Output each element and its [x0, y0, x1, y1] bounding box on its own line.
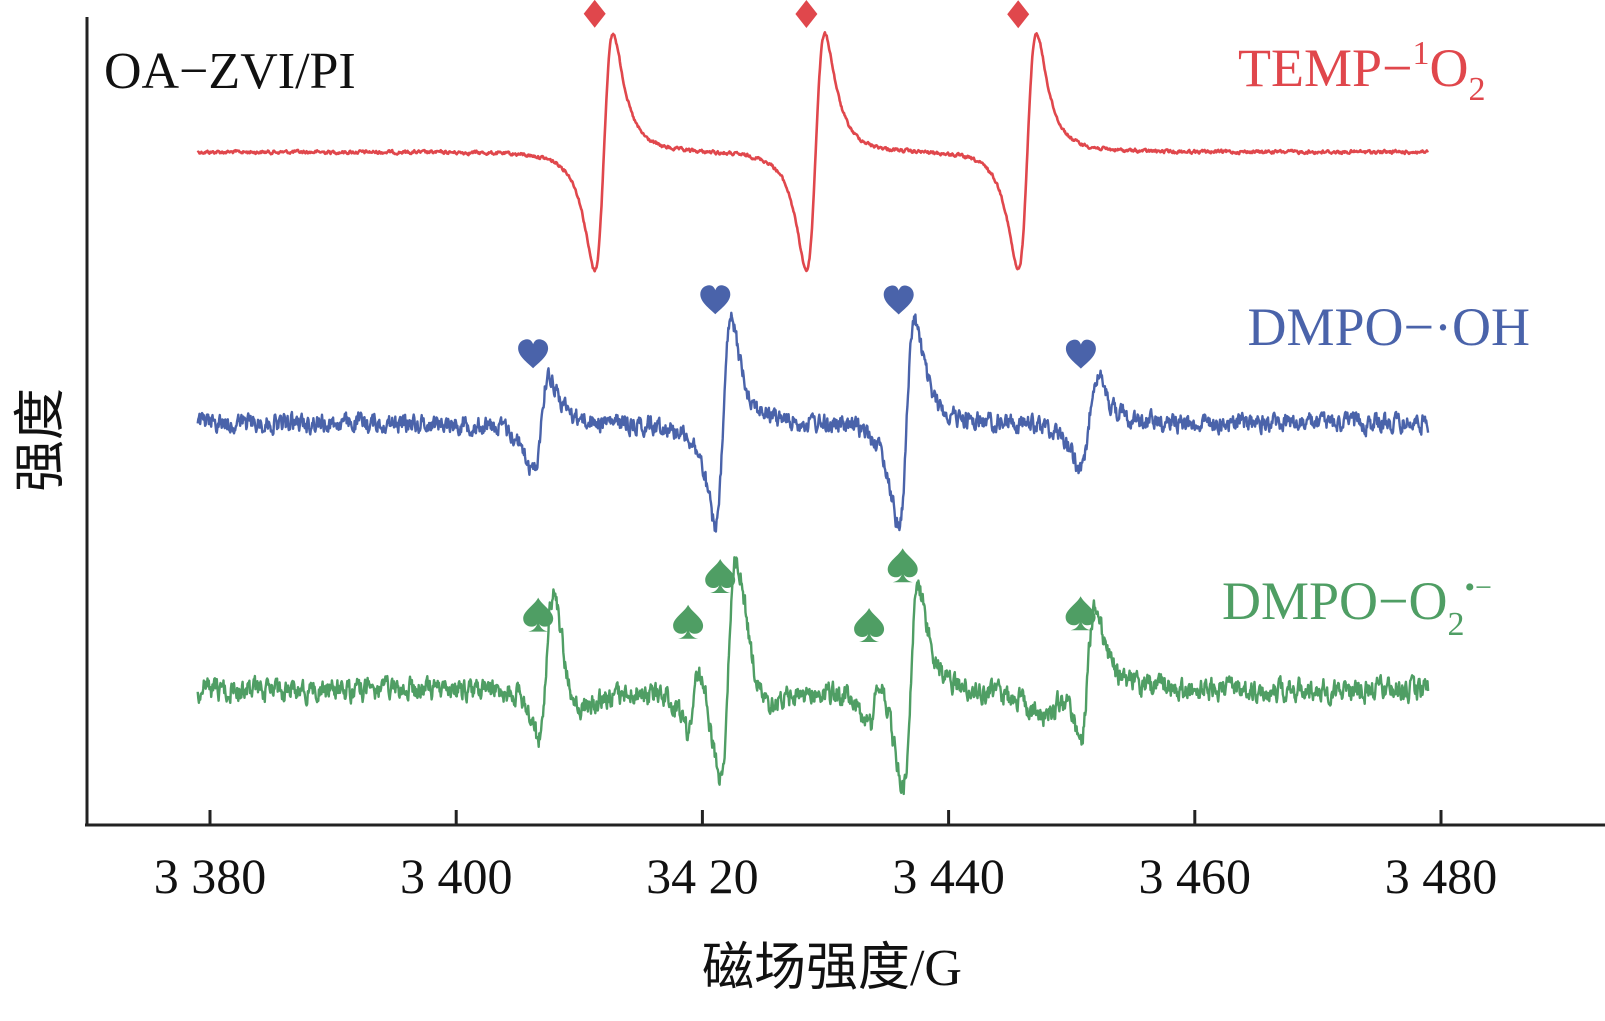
- heart-marker-icon: [883, 285, 914, 315]
- spade-marker-icon: [673, 604, 704, 639]
- x-ticks: [208, 810, 1443, 825]
- series-label-dmpo-o2: DMPO−O2•−: [1222, 571, 1492, 643]
- series-label-dmpo-oh: DMPO−·OH: [1248, 297, 1530, 357]
- spade-marker-icon: [523, 597, 554, 632]
- x-tick-label: 3 380: [154, 848, 267, 904]
- diamond-marker-icon: [1007, 0, 1030, 29]
- x-tick-labels: 3 380 3 400 34 20 3 440 3 460 3 480: [154, 848, 1498, 904]
- x-tick-label: 3 400: [400, 848, 513, 904]
- x-tick-label: 3 460: [1139, 848, 1252, 904]
- heart-marker-icon: [1065, 339, 1096, 369]
- series-label-dmpo-o2-sub: 2: [1448, 606, 1465, 643]
- diamond-marker-icon: [583, 0, 606, 28]
- spade-marker-icon: [854, 608, 885, 642]
- diamond-marker-icon: [795, 0, 818, 28]
- spade-marker-icon: [705, 559, 736, 593]
- series-line-2: [196, 556, 1430, 796]
- spade-marker-icon: [887, 548, 918, 583]
- series-label-temp-main: TEMP−: [1238, 38, 1412, 98]
- series-line-1: [196, 311, 1430, 533]
- series-label-temp-sup: 1: [1412, 35, 1429, 72]
- series-line-0: [196, 30, 1430, 273]
- sample-annotation: OA−ZVI/PI: [104, 43, 356, 100]
- series-label-temp: TEMP−1O2: [1238, 35, 1485, 108]
- heart-marker-icon: [518, 339, 549, 369]
- heart-marker-icon: [700, 285, 731, 315]
- series-label-dmpo-o2-main: DMPO−O: [1222, 571, 1448, 631]
- x-axis-title: 磁场强度/G: [702, 940, 962, 997]
- x-tick-label: 3 440: [892, 848, 1005, 904]
- peak-markers: [518, 0, 1096, 642]
- traces: [196, 30, 1430, 796]
- spade-marker-icon: [1065, 596, 1096, 631]
- x-tick-label: 34 20: [646, 848, 759, 904]
- x-tick-label: 3 480: [1385, 848, 1498, 904]
- series-label-temp-sub: 2: [1468, 71, 1485, 108]
- series-label-temp-o: O: [1429, 38, 1468, 98]
- y-axis-title: 强度: [13, 388, 70, 492]
- series-label-dmpo-o2-sup: •−: [1465, 571, 1492, 604]
